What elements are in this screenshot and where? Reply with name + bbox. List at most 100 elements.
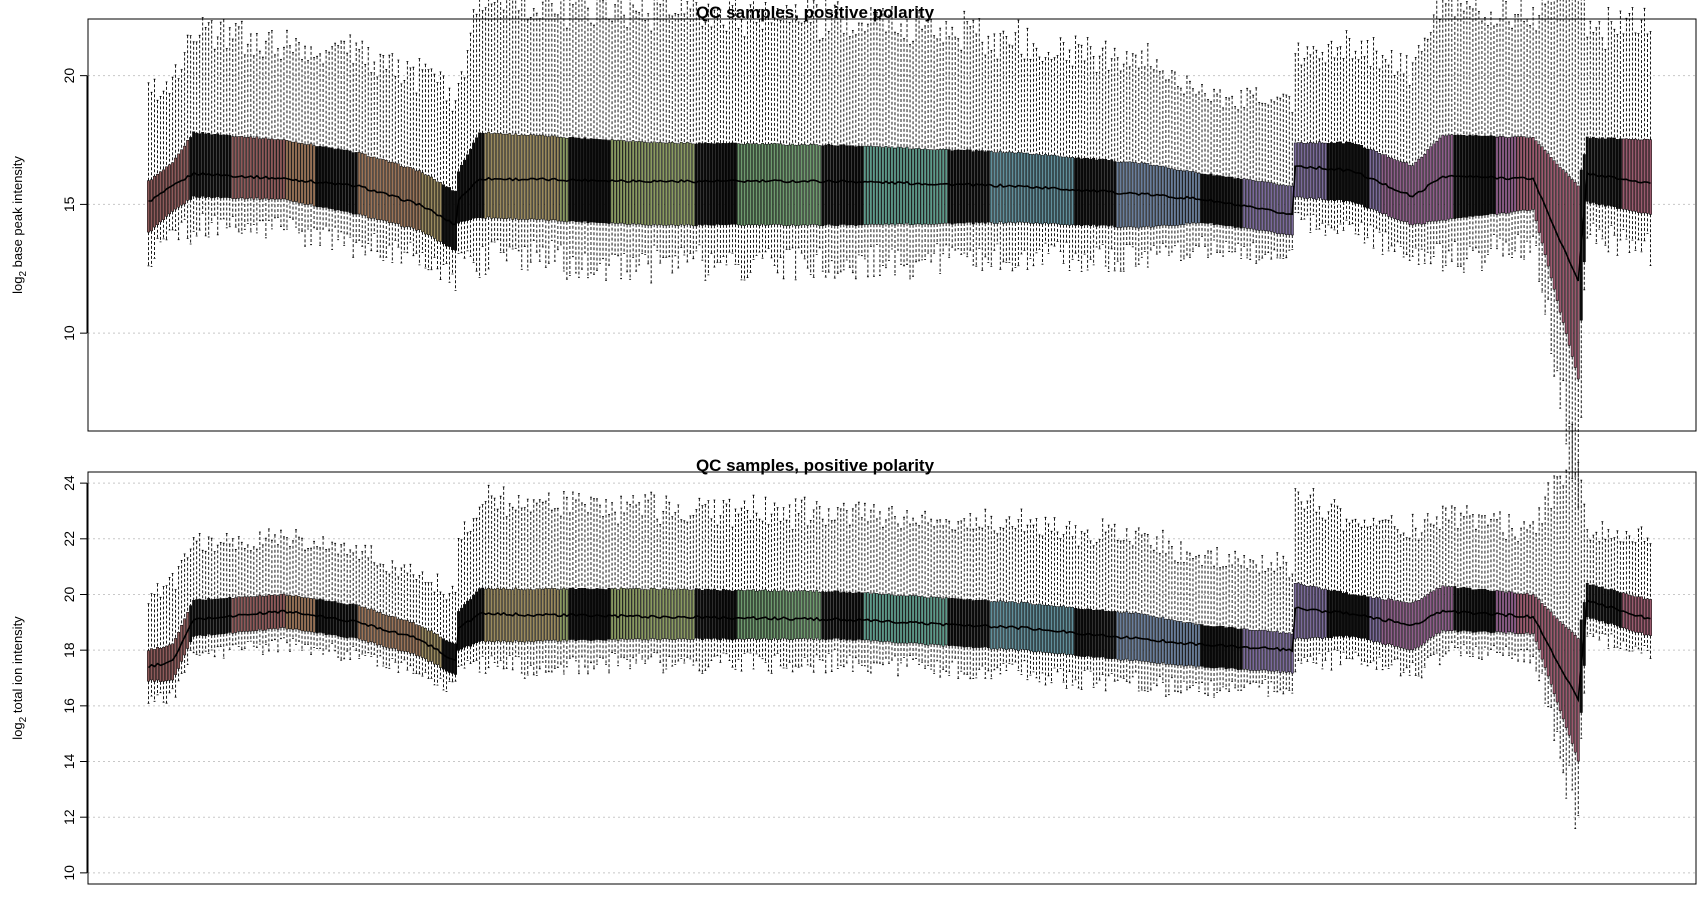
sample-box — [728, 590, 731, 640]
sample-box — [1001, 152, 1005, 224]
sample-box — [1272, 631, 1276, 672]
panel-1-y-axis-label: log2 base peak intensity — [10, 156, 29, 294]
sample-box — [947, 149, 951, 224]
sample-box — [1257, 181, 1261, 231]
sample-box — [746, 143, 749, 225]
sample-box — [1239, 628, 1243, 670]
sample-box — [1089, 158, 1093, 227]
sample-box — [1032, 604, 1035, 653]
sample-box — [791, 143, 795, 225]
sample-box — [932, 596, 936, 645]
sample-box — [725, 143, 728, 226]
sample-box — [878, 593, 882, 642]
sample-box — [225, 134, 229, 198]
sample-box — [1637, 596, 1640, 633]
sample-box — [1290, 633, 1294, 674]
sample-box — [478, 588, 482, 642]
sample-box — [731, 590, 734, 641]
sample-box — [1333, 142, 1336, 201]
sample-box — [1402, 601, 1406, 649]
sample-box — [1495, 136, 1499, 215]
sample-box — [216, 133, 220, 197]
sample-box — [1501, 136, 1505, 214]
sample-box — [1278, 632, 1282, 673]
sample-box — [857, 591, 861, 640]
sample-box — [974, 149, 978, 223]
sample-box — [1116, 611, 1120, 660]
sample-box — [1245, 628, 1249, 670]
sample-box — [848, 145, 852, 226]
sample-box — [1646, 598, 1649, 636]
sample-box — [725, 589, 728, 640]
sample-box — [779, 143, 783, 225]
sample-box — [1516, 593, 1520, 635]
sample-box — [661, 588, 665, 639]
sample-box — [1140, 613, 1144, 662]
sample-box — [679, 141, 683, 225]
sample-box — [315, 146, 319, 208]
sample-box — [1092, 609, 1096, 658]
sample-box — [914, 148, 918, 225]
panel-total-ion: QC samples, positive polarity 10 12 14 16 18… — [10, 424, 1697, 885]
sample-box — [1302, 585, 1306, 640]
sample-box — [1074, 157, 1078, 226]
sample-box — [1131, 613, 1135, 661]
sample-box — [1245, 179, 1249, 229]
sample-box — [399, 166, 403, 227]
sample-box — [1284, 632, 1288, 673]
sample-box — [1068, 606, 1071, 655]
sample-box — [460, 164, 463, 222]
sample-box — [917, 148, 921, 225]
sample-box — [1600, 137, 1604, 205]
sample-box — [213, 598, 217, 635]
sample-box — [926, 149, 930, 225]
sample-box — [1107, 611, 1111, 659]
sample-box — [827, 144, 831, 225]
sample-box — [1152, 616, 1156, 663]
sample-box — [1134, 162, 1138, 228]
sample-box — [198, 133, 202, 198]
sample-box — [1311, 586, 1315, 638]
sample-box — [469, 148, 472, 221]
sample-box — [1474, 134, 1478, 216]
sample-box — [1143, 163, 1147, 228]
sample-box — [1483, 135, 1487, 216]
sample-box — [1257, 630, 1261, 671]
sample-box — [487, 131, 491, 218]
sample-box — [1483, 588, 1487, 632]
sample-box — [1013, 152, 1017, 224]
sample-box — [1059, 606, 1062, 655]
sample-box — [977, 150, 981, 224]
sample-box — [192, 600, 196, 637]
sample-box — [1212, 175, 1216, 225]
sample-box — [1606, 137, 1610, 206]
sample-box — [860, 146, 864, 226]
sample-box — [956, 598, 960, 647]
sample-box — [1474, 589, 1478, 633]
sample-box — [279, 139, 283, 200]
sample-box — [1327, 143, 1330, 201]
sample-box — [1640, 139, 1643, 214]
sample-box — [1050, 154, 1053, 224]
sample-box — [1215, 626, 1219, 668]
sample-box — [1236, 628, 1240, 670]
sample-box — [1519, 136, 1523, 211]
sample-box — [1203, 625, 1207, 668]
sample-box — [992, 601, 996, 649]
sample-box — [1486, 135, 1490, 215]
sample-box — [1537, 144, 1541, 233]
sample-box — [1143, 614, 1147, 662]
sample-box — [1441, 585, 1445, 631]
sample-box — [938, 149, 942, 224]
sample-box — [821, 145, 825, 227]
sample-box — [1366, 596, 1369, 641]
y-tick-label: 20 — [61, 586, 77, 602]
sample-box — [1516, 136, 1520, 212]
sample-box — [198, 598, 202, 636]
sample-box — [791, 591, 795, 641]
sample-box — [496, 133, 500, 219]
sample-box — [1134, 612, 1138, 661]
sample-box — [231, 136, 235, 199]
sample-box — [1035, 153, 1038, 224]
sample-box — [1260, 629, 1264, 671]
